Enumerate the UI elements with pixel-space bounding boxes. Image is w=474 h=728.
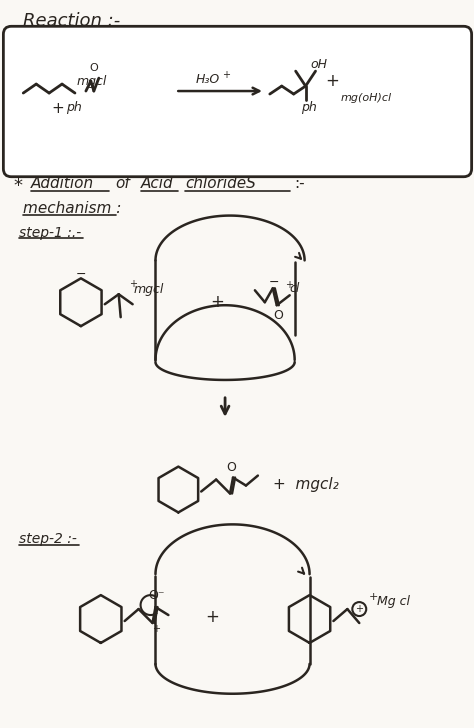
Text: :-: :- (295, 176, 305, 191)
Text: +: + (210, 293, 224, 312)
Text: O⁻: O⁻ (148, 589, 165, 601)
Text: +: + (326, 72, 339, 90)
Text: +: + (51, 101, 64, 116)
Text: mgcl: mgcl (77, 74, 107, 87)
Text: mg(oH)cl: mg(oH)cl (340, 93, 392, 103)
Text: ph: ph (301, 101, 316, 114)
Text: −: − (76, 268, 86, 281)
Text: +: + (153, 624, 161, 634)
FancyBboxPatch shape (3, 26, 472, 177)
Text: *: * (13, 177, 22, 194)
Text: Addition: Addition (31, 176, 94, 191)
Text: mgcl: mgcl (134, 282, 164, 296)
Text: of: of (116, 176, 130, 191)
Text: +: + (222, 70, 230, 80)
Text: +: + (128, 280, 137, 289)
Text: Reaction :-: Reaction :- (23, 12, 120, 31)
Text: oH: oH (310, 58, 328, 71)
Text: +  mgcl₂: + mgcl₂ (273, 477, 338, 492)
Text: −: − (269, 276, 279, 289)
Text: Mg cl: Mg cl (377, 595, 410, 608)
Text: step-2 :-: step-2 :- (19, 532, 77, 546)
Text: +: + (356, 604, 363, 614)
Text: +: + (205, 608, 219, 626)
Text: Acid: Acid (141, 176, 173, 191)
Text: O: O (90, 63, 99, 73)
Text: mechanism :: mechanism : (23, 201, 122, 216)
Text: chlorideS: chlorideS (185, 176, 256, 191)
Text: step-1 :.-: step-1 :.- (19, 226, 82, 240)
Text: +: + (369, 592, 379, 602)
Text: O: O (273, 309, 283, 322)
Text: H₃O: H₃O (195, 73, 219, 86)
Text: O: O (226, 461, 236, 474)
Text: cl: cl (290, 282, 300, 295)
Text: +: + (285, 280, 293, 290)
Text: ph: ph (66, 101, 82, 114)
